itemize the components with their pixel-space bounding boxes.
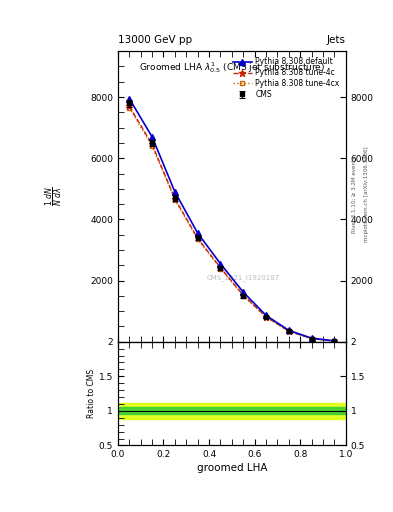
Pythia 8.308 tune-4c [173,196,177,202]
Pythia 8.308 tune-4cx [150,143,154,149]
Pythia 8.308 tune-4c [309,335,314,342]
Pythia 8.308 default [195,230,200,236]
Pythia 8.308 tune-4cx [195,236,200,242]
Legend: Pythia 8.308 default, Pythia 8.308 tune-4c, Pythia 8.308 tune-4cx, CMS: Pythia 8.308 default, Pythia 8.308 tune-… [230,55,342,101]
Pythia 8.308 default [218,261,223,267]
Line: Pythia 8.308 tune-4c: Pythia 8.308 tune-4c [126,103,338,345]
Pythia 8.308 tune-4cx [218,266,223,272]
Pythia 8.308 default [241,289,246,295]
Pythia 8.308 tune-4c [264,314,268,320]
Pythia 8.308 tune-4cx [173,197,177,203]
Pythia 8.308 default [150,134,154,140]
Pythia 8.308 tune-4c [195,236,200,242]
Text: Jets: Jets [327,35,346,46]
Pythia 8.308 tune-4cx [264,314,268,321]
Pythia 8.308 tune-4c [127,103,132,110]
Text: Rivet 3.1.10; ≥ 3.2M events: Rivet 3.1.10; ≥ 3.2M events [352,156,357,233]
Pythia 8.308 tune-4cx [309,336,314,342]
Line: Pythia 8.308 default: Pythia 8.308 default [127,96,337,344]
Pythia 8.308 tune-4cx [332,338,337,344]
Pythia 8.308 default [173,189,177,195]
Pythia 8.308 tune-4cx [241,293,246,299]
Pythia 8.308 default [332,338,337,344]
Pythia 8.308 tune-4c [332,338,337,344]
Pythia 8.308 tune-4cx [127,104,132,111]
Pythia 8.308 tune-4c [218,265,223,271]
Pythia 8.308 default [286,327,291,333]
Pythia 8.308 tune-4c [286,328,291,334]
Text: mcplots.cern.ch [arXiv:1306.3436]: mcplots.cern.ch [arXiv:1306.3436] [364,147,369,242]
Line: Pythia 8.308 tune-4cx: Pythia 8.308 tune-4cx [127,105,337,344]
Text: Groomed LHA $\lambda^{1}_{0.5}$ (CMS jet substructure): Groomed LHA $\lambda^{1}_{0.5}$ (CMS jet… [139,60,325,75]
Pythia 8.308 tune-4c [150,141,154,147]
Bar [118,408,346,414]
Bar [118,402,346,419]
X-axis label: groomed LHA: groomed LHA [196,463,267,474]
Y-axis label: Ratio to CMS: Ratio to CMS [87,369,96,418]
Pythia 8.308 default [264,312,268,318]
Text: 13000 GeV pp: 13000 GeV pp [118,35,192,46]
Pythia 8.308 tune-4c [241,292,246,298]
Pythia 8.308 tune-4cx [286,328,291,334]
Pythia 8.308 default [127,96,132,102]
Pythia 8.308 default [309,335,314,342]
Text: $\frac{1}{N}\frac{dN}{d\lambda}$: $\frac{1}{N}\frac{dN}{d\lambda}$ [43,186,65,206]
Text: CMS_2021_I1920187: CMS_2021_I1920187 [207,274,280,281]
